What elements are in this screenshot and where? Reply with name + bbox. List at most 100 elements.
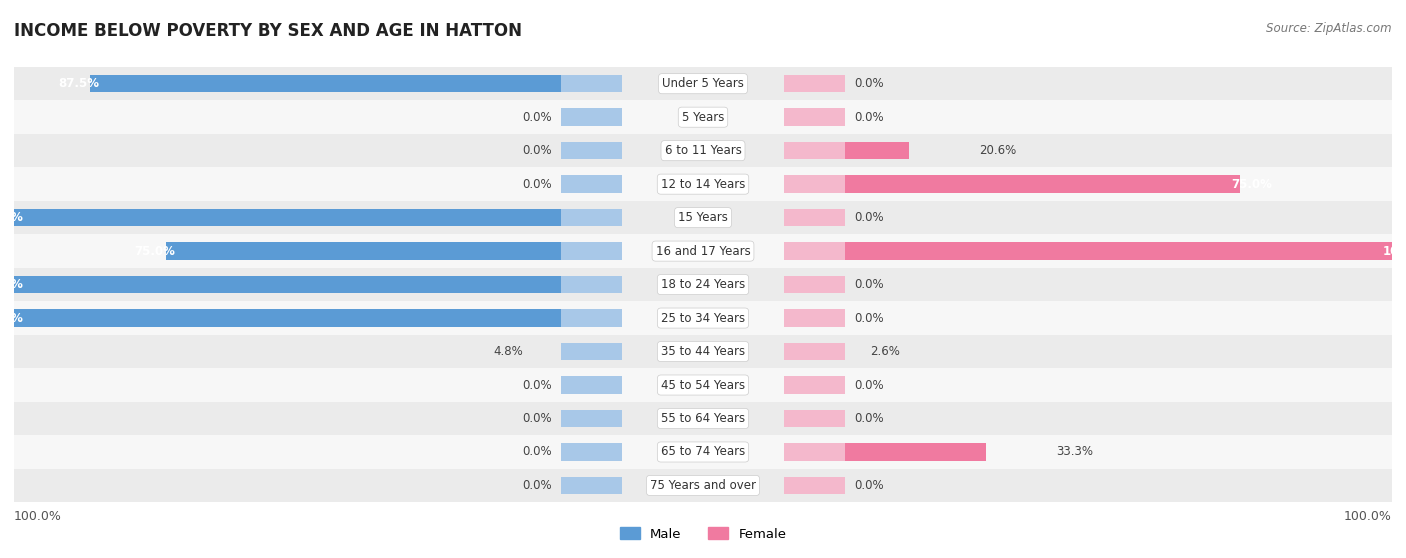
Text: 0.0%: 0.0% bbox=[523, 144, 553, 157]
Bar bbox=[14, 209, 621, 227]
Bar bbox=[785, 343, 800, 360]
Bar bbox=[0, 201, 1406, 234]
Bar bbox=[0, 134, 1406, 167]
Text: 0.0%: 0.0% bbox=[853, 311, 883, 325]
Bar bbox=[0, 301, 1406, 335]
Text: 100.0%: 100.0% bbox=[0, 211, 22, 224]
Bar bbox=[561, 410, 621, 427]
Bar bbox=[785, 175, 1240, 193]
Bar bbox=[0, 402, 1406, 435]
Text: 0.0%: 0.0% bbox=[853, 211, 883, 224]
Bar bbox=[0, 469, 1406, 502]
Bar bbox=[0, 167, 1406, 201]
Bar bbox=[0, 201, 1406, 234]
Bar bbox=[0, 469, 1406, 502]
Bar bbox=[785, 209, 845, 227]
Text: 0.0%: 0.0% bbox=[523, 445, 553, 459]
Bar bbox=[0, 134, 1406, 167]
Bar bbox=[561, 75, 621, 93]
Bar bbox=[0, 335, 1406, 368]
Bar bbox=[785, 443, 987, 461]
Text: 5 Years: 5 Years bbox=[682, 110, 724, 124]
Bar bbox=[785, 142, 845, 160]
Text: 0.0%: 0.0% bbox=[523, 412, 553, 425]
Bar bbox=[0, 67, 1406, 100]
Bar bbox=[561, 343, 621, 360]
Text: 12 to 14 Years: 12 to 14 Years bbox=[661, 177, 745, 191]
Text: 25 to 34 Years: 25 to 34 Years bbox=[661, 311, 745, 325]
Text: 0.0%: 0.0% bbox=[523, 110, 553, 124]
Bar bbox=[0, 268, 1406, 301]
Text: 15 Years: 15 Years bbox=[678, 211, 728, 224]
Bar bbox=[785, 309, 845, 327]
Bar bbox=[0, 368, 1406, 402]
Bar bbox=[785, 108, 845, 126]
Bar bbox=[785, 75, 845, 93]
Bar bbox=[0, 368, 1406, 402]
Text: 0.0%: 0.0% bbox=[523, 177, 553, 191]
Text: 100.0%: 100.0% bbox=[14, 509, 62, 522]
Bar bbox=[14, 309, 621, 327]
Bar bbox=[0, 335, 1406, 368]
Bar bbox=[0, 167, 1406, 201]
Legend: Male, Female: Male, Female bbox=[614, 522, 792, 546]
Bar bbox=[561, 175, 621, 193]
Bar bbox=[785, 410, 845, 427]
Text: 0.0%: 0.0% bbox=[853, 278, 883, 291]
Bar bbox=[14, 276, 621, 294]
Bar bbox=[785, 443, 845, 461]
Text: INCOME BELOW POVERTY BY SEX AND AGE IN HATTON: INCOME BELOW POVERTY BY SEX AND AGE IN H… bbox=[14, 22, 522, 40]
Text: Under 5 Years: Under 5 Years bbox=[662, 77, 744, 90]
Bar bbox=[561, 309, 621, 327]
Bar bbox=[0, 100, 1406, 134]
Text: 0.0%: 0.0% bbox=[853, 479, 883, 492]
Text: 20.6%: 20.6% bbox=[979, 144, 1017, 157]
Text: 75.0%: 75.0% bbox=[1230, 177, 1271, 191]
Text: 16 and 17 Years: 16 and 17 Years bbox=[655, 244, 751, 258]
Bar bbox=[0, 67, 1406, 100]
Text: 75.0%: 75.0% bbox=[135, 244, 176, 258]
Bar bbox=[561, 142, 621, 160]
Bar bbox=[593, 343, 621, 360]
Text: 100.0%: 100.0% bbox=[1384, 244, 1406, 258]
Bar bbox=[0, 469, 1406, 502]
Text: 100.0%: 100.0% bbox=[0, 311, 22, 325]
Bar bbox=[0, 435, 1406, 469]
Bar bbox=[0, 268, 1406, 301]
Bar bbox=[785, 175, 845, 193]
Text: 45 to 54 Years: 45 to 54 Years bbox=[661, 378, 745, 392]
Text: 75 Years and over: 75 Years and over bbox=[650, 479, 756, 492]
Text: 35 to 44 Years: 35 to 44 Years bbox=[661, 345, 745, 358]
Text: 0.0%: 0.0% bbox=[523, 479, 553, 492]
Text: 100.0%: 100.0% bbox=[1344, 509, 1392, 522]
Text: 18 to 24 Years: 18 to 24 Years bbox=[661, 278, 745, 291]
Bar bbox=[0, 301, 1406, 335]
Bar bbox=[785, 477, 845, 494]
Bar bbox=[561, 108, 621, 126]
Bar bbox=[0, 268, 1406, 301]
Bar bbox=[0, 402, 1406, 435]
Bar bbox=[0, 167, 1406, 201]
Text: 87.5%: 87.5% bbox=[58, 77, 100, 90]
Bar bbox=[0, 201, 1406, 234]
Bar bbox=[561, 276, 621, 294]
Bar bbox=[785, 242, 1392, 260]
Bar bbox=[166, 242, 621, 260]
Bar bbox=[0, 234, 1406, 268]
Bar bbox=[561, 443, 621, 461]
Bar bbox=[561, 376, 621, 394]
Bar bbox=[0, 100, 1406, 134]
Text: 55 to 64 Years: 55 to 64 Years bbox=[661, 412, 745, 425]
Bar bbox=[0, 234, 1406, 268]
Bar bbox=[561, 242, 621, 260]
Bar bbox=[0, 435, 1406, 469]
Bar bbox=[0, 234, 1406, 268]
Text: 2.6%: 2.6% bbox=[870, 345, 900, 358]
Text: 0.0%: 0.0% bbox=[853, 378, 883, 392]
Bar bbox=[0, 435, 1406, 469]
Bar bbox=[0, 301, 1406, 335]
Bar bbox=[785, 343, 845, 360]
Bar bbox=[0, 100, 1406, 134]
Bar bbox=[785, 242, 845, 260]
Bar bbox=[0, 134, 1406, 167]
